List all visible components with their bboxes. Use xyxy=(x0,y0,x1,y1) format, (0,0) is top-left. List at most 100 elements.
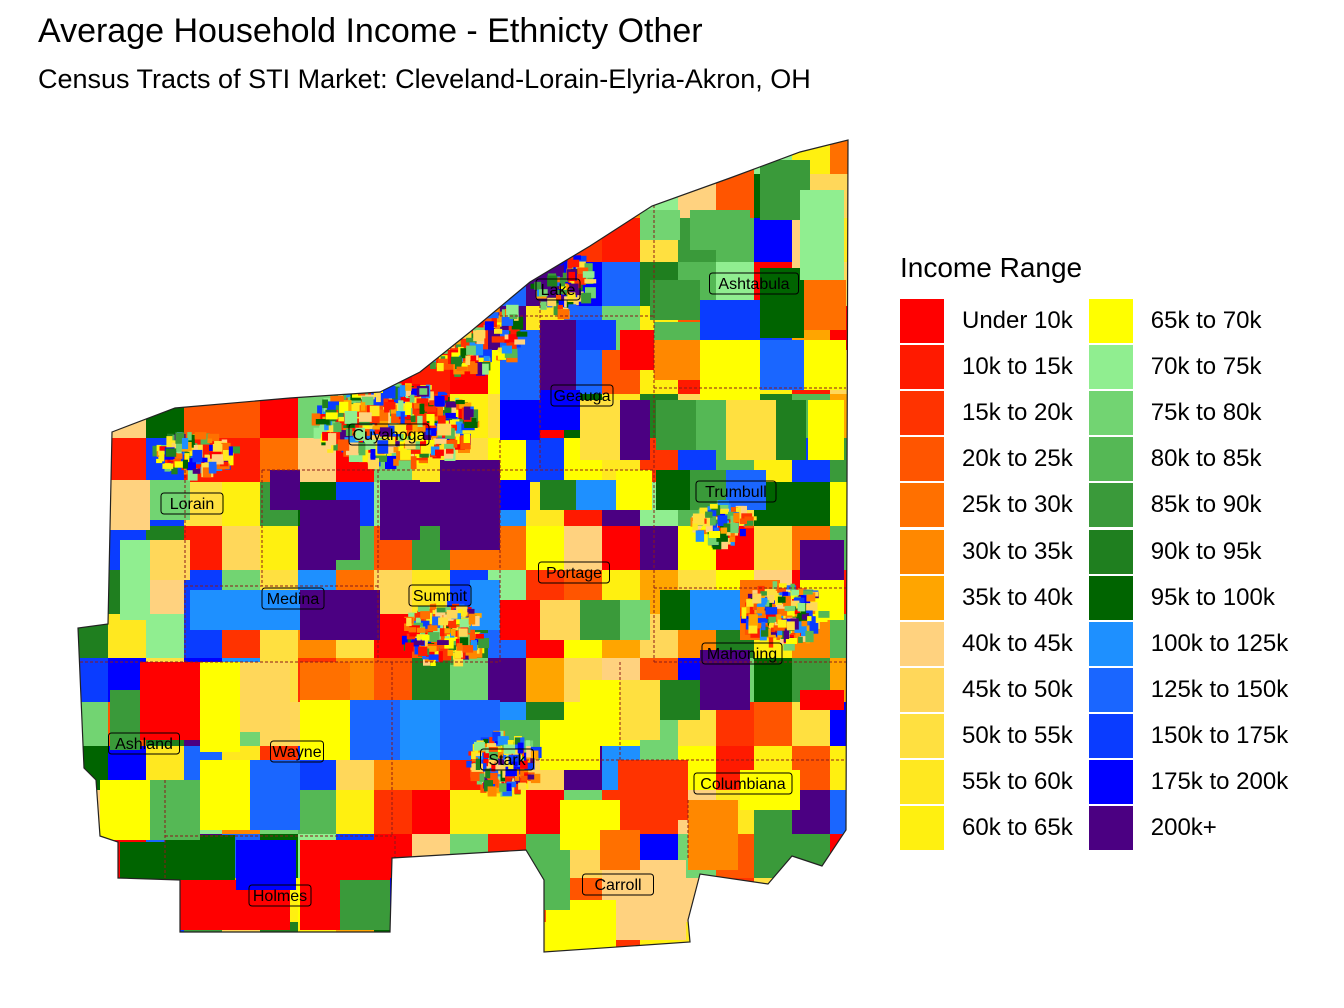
census-tract xyxy=(419,388,428,395)
census-tract xyxy=(374,658,413,703)
census-tract xyxy=(508,334,518,343)
census-tract xyxy=(526,526,565,571)
census-tract xyxy=(451,297,456,306)
legend-item: 85k to 90k xyxy=(1088,482,1288,528)
census-tract xyxy=(450,218,489,263)
census-tract xyxy=(184,350,223,395)
census-tract xyxy=(481,759,487,772)
legend-item: 25k to 30k xyxy=(900,482,1073,528)
legend-label: 40k to 45k xyxy=(962,629,1073,657)
census-tract xyxy=(408,612,417,619)
census-tract xyxy=(760,268,804,338)
census-tract xyxy=(189,434,195,448)
census-tract xyxy=(464,313,476,318)
census-tract xyxy=(374,174,413,219)
county-label-text: Geauga xyxy=(554,388,611,405)
census-tract xyxy=(452,322,458,336)
census-tract xyxy=(403,323,412,334)
census-tract xyxy=(530,850,570,910)
census-tract xyxy=(462,611,467,617)
legend-item: 35k to 40k xyxy=(900,575,1073,621)
census-tract xyxy=(497,348,506,360)
census-tract xyxy=(412,174,451,219)
census-tract xyxy=(580,400,620,460)
census-tract xyxy=(478,294,489,303)
census-tract xyxy=(385,455,397,470)
census-tract xyxy=(338,416,344,422)
legend-item: 15k to 20k xyxy=(900,390,1073,436)
census-tract xyxy=(536,289,541,297)
census-tract xyxy=(830,614,848,659)
census-tract xyxy=(300,590,380,640)
census-tract xyxy=(785,638,798,644)
census-tract xyxy=(336,790,375,835)
census-tract xyxy=(830,922,848,952)
census-tract xyxy=(514,784,521,794)
county-label-box xyxy=(701,642,783,665)
census-tract xyxy=(240,590,300,630)
census-tract xyxy=(434,308,444,319)
census-tract xyxy=(815,613,828,622)
census-tract xyxy=(776,614,782,624)
census-tract xyxy=(678,140,717,175)
census-tract xyxy=(488,174,527,219)
census-tract xyxy=(566,300,575,308)
census-tract xyxy=(78,140,109,175)
legend-item: 175k to 200k xyxy=(1088,759,1289,805)
census-tract xyxy=(110,480,150,530)
census-tract xyxy=(474,750,483,760)
census-tract xyxy=(717,515,728,526)
census-tract xyxy=(463,327,471,333)
census-tract xyxy=(399,385,407,397)
census-tract xyxy=(260,394,299,439)
census-tract xyxy=(421,634,430,641)
census-tract xyxy=(187,468,198,481)
census-tract xyxy=(511,761,518,767)
census-tract xyxy=(483,738,489,748)
census-tract xyxy=(553,303,561,316)
census-tract xyxy=(424,406,437,412)
census-tract xyxy=(486,767,499,776)
census-tract xyxy=(400,397,414,402)
census-tract xyxy=(692,513,705,526)
legend-label: 175k to 200k xyxy=(1150,767,1289,795)
census-tract xyxy=(768,616,776,623)
census-tract xyxy=(767,595,775,603)
census-tract xyxy=(713,527,720,532)
census-tract xyxy=(700,650,750,710)
census-tract xyxy=(818,611,830,618)
census-tract xyxy=(716,878,755,923)
census-tract xyxy=(108,174,147,219)
census-tract xyxy=(760,591,767,596)
census-tract xyxy=(445,607,452,612)
census-tract xyxy=(270,470,300,510)
census-tract xyxy=(521,748,531,757)
county-label-text: Ashtabula xyxy=(718,276,789,293)
census-tract xyxy=(432,616,441,628)
census-tract xyxy=(539,289,548,297)
census-tract xyxy=(453,658,464,667)
census-tract xyxy=(474,741,485,751)
census-tract xyxy=(805,630,814,643)
census-tract xyxy=(408,384,421,389)
census-tract xyxy=(428,632,440,642)
census-tract xyxy=(516,767,524,775)
census-tract xyxy=(699,507,709,515)
census-tract xyxy=(412,423,418,436)
census-tract xyxy=(392,386,400,400)
legend-column-right: 65k to 70k 70k to 75k 75k to 80k 80k to 85k… xyxy=(1088,298,1289,851)
census-tract xyxy=(78,394,109,439)
census-tract xyxy=(451,406,460,418)
census-tract xyxy=(78,174,109,219)
census-tract xyxy=(705,524,718,533)
census-tract xyxy=(441,327,453,338)
county-label-text: Stark xyxy=(488,752,526,769)
census-tract xyxy=(540,390,580,430)
census-tract xyxy=(786,621,795,631)
census-tract xyxy=(240,662,290,732)
census-tract xyxy=(468,647,477,659)
census-tract xyxy=(558,300,568,308)
county-label-columbiana: Columbiana xyxy=(693,772,793,795)
census-tract xyxy=(475,633,484,639)
census-tract xyxy=(222,306,261,351)
